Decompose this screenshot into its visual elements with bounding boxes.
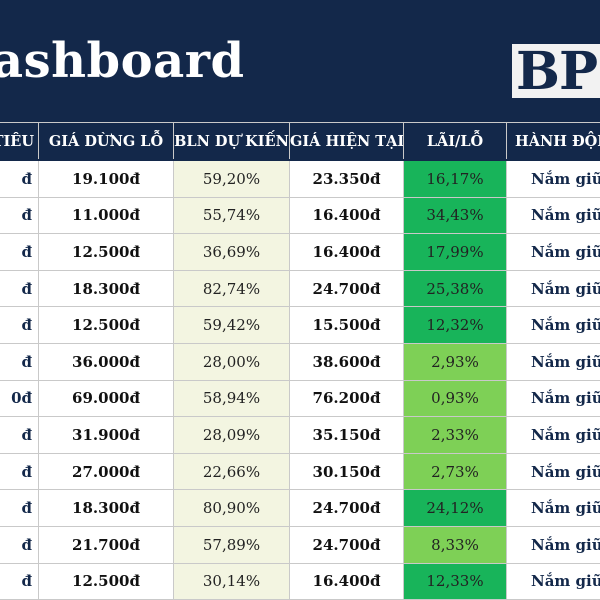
cell-action: Nắm giữ	[506, 342, 600, 381]
table-row: đ 12.500đ 30,14% 16.400đ 12,33% Nắm giữ	[0, 562, 600, 600]
table-row: đ 21.700đ 57,89% 24.700đ 8,33% Nắm giữ	[0, 525, 600, 564]
cell-stop-loss: 18.300đ	[38, 489, 174, 527]
cell-stop-loss: 12.500đ	[38, 233, 174, 271]
cell-profit-loss: 12,33%	[403, 562, 507, 600]
cell-stop-loss: 21.700đ	[38, 525, 174, 564]
cell-target-price: 0đ	[0, 379, 39, 418]
cell-expected-profit: 59,20%	[173, 158, 290, 198]
cell-stop-loss: 11.000đ	[38, 196, 174, 235]
cell-target-price: đ	[0, 562, 39, 600]
cell-profit-loss: 16,17%	[403, 158, 507, 198]
cell-current-price: 35.150đ	[289, 416, 404, 454]
dashboard-header: ashboard BP	[0, 0, 600, 122]
cell-target-price: đ	[0, 452, 39, 491]
cell-profit-loss: 2,33%	[403, 416, 507, 454]
cell-expected-profit: 36,69%	[173, 233, 290, 271]
cell-current-price: 24.700đ	[289, 269, 404, 308]
cell-expected-profit: 55,74%	[173, 196, 290, 235]
table-row: đ 36.000đ 28,00% 38.600đ 2,93% Nắm giữ	[0, 342, 600, 381]
cell-profit-loss: 12,32%	[403, 306, 507, 344]
cell-expected-profit: 28,09%	[173, 416, 290, 454]
column-header-profit-loss: LÃI/LỖ	[403, 122, 507, 161]
cell-stop-loss: 36.000đ	[38, 342, 174, 381]
cell-target-price: đ	[0, 525, 39, 564]
column-header-stop-loss: GIÁ DỪNG LỖ	[38, 122, 174, 161]
cell-target-price: đ	[0, 233, 39, 271]
cell-stop-loss: 19.100đ	[38, 158, 174, 198]
cell-target-price: đ	[0, 489, 39, 527]
cell-target-price: đ	[0, 196, 39, 235]
table-header-row: TIÊU GIÁ DỪNG LỖ BLN DỰ KIẾN GIÁ HIỆN TẠ…	[0, 122, 600, 161]
cell-current-price: 16.400đ	[289, 196, 404, 235]
holdings-table: TIÊU GIÁ DỪNG LỖ BLN DỰ KIẾN GIÁ HIỆN TẠ…	[0, 122, 600, 600]
cell-action: Nắm giữ	[506, 489, 600, 527]
cell-profit-loss: 2,93%	[403, 342, 507, 381]
cell-profit-loss: 2,73%	[403, 452, 507, 491]
cell-action: Nắm giữ	[506, 452, 600, 491]
cell-target-price: đ	[0, 416, 39, 454]
table-row: đ 19.100đ 59,20% 23.350đ 16,17% Nắm giữ	[0, 158, 600, 198]
table-row: đ 18.300đ 82,74% 24.700đ 25,38% Nắm giữ	[0, 269, 600, 308]
cell-current-price: 24.700đ	[289, 489, 404, 527]
cell-current-price: 30.150đ	[289, 452, 404, 491]
column-header-expected-profit: BLN DỰ KIẾN	[173, 122, 290, 161]
cell-expected-profit: 58,94%	[173, 379, 290, 418]
table-row: đ 31.900đ 28,09% 35.150đ 2,33% Nắm giữ	[0, 416, 600, 454]
cell-action: Nắm giữ	[506, 562, 600, 600]
cell-expected-profit: 59,42%	[173, 306, 290, 344]
column-header-target: TIÊU	[0, 122, 39, 161]
cell-profit-loss: 0,93%	[403, 379, 507, 418]
cell-current-price: 76.200đ	[289, 379, 404, 418]
logo-text: BP	[516, 44, 598, 98]
cell-target-price: đ	[0, 269, 39, 308]
cell-stop-loss: 18.300đ	[38, 269, 174, 308]
cell-action: Nắm giữ	[506, 233, 600, 271]
table-row: đ 11.000đ 55,74% 16.400đ 34,43% Nắm giữ	[0, 196, 600, 235]
cell-expected-profit: 57,89%	[173, 525, 290, 564]
table-body: đ 19.100đ 59,20% 23.350đ 16,17% Nắm giữ đ 11.00…	[0, 158, 600, 600]
cell-current-price: 24.700đ	[289, 525, 404, 564]
cell-expected-profit: 30,14%	[173, 562, 290, 600]
cell-action: Nắm giữ	[506, 416, 600, 454]
cell-stop-loss: 12.500đ	[38, 562, 174, 600]
cell-action: Nắm giữ	[506, 158, 600, 198]
cell-stop-loss: 31.900đ	[38, 416, 174, 454]
cell-expected-profit: 82,74%	[173, 269, 290, 308]
table-row: 0đ 69.000đ 58,94% 76.200đ 0,93% Nắm giữ	[0, 379, 600, 418]
cell-action: Nắm giữ	[506, 525, 600, 564]
table-row: đ 27.000đ 22,66% 30.150đ 2,73% Nắm giữ	[0, 452, 600, 491]
cell-stop-loss: 69.000đ	[38, 379, 174, 418]
cell-profit-loss: 17,99%	[403, 233, 507, 271]
column-header-action: HÀNH ĐỘNG	[506, 122, 600, 161]
cell-expected-profit: 28,00%	[173, 342, 290, 381]
cell-stop-loss: 12.500đ	[38, 306, 174, 344]
table-row: đ 18.300đ 80,90% 24.700đ 24,12% Nắm giữ	[0, 489, 600, 527]
table-row: đ 12.500đ 59,42% 15.500đ 12,32% Nắm giữ	[0, 306, 600, 344]
cell-current-price: 23.350đ	[289, 158, 404, 198]
brand-logo: BP	[512, 44, 600, 98]
cell-stop-loss: 27.000đ	[38, 452, 174, 491]
cell-current-price: 38.600đ	[289, 342, 404, 381]
cell-profit-loss: 8,33%	[403, 525, 507, 564]
cell-action: Nắm giữ	[506, 269, 600, 308]
cell-action: Nắm giữ	[506, 306, 600, 344]
cell-current-price: 16.400đ	[289, 233, 404, 271]
cell-profit-loss: 34,43%	[403, 196, 507, 235]
cell-profit-loss: 25,38%	[403, 269, 507, 308]
cell-target-price: đ	[0, 306, 39, 344]
cell-expected-profit: 80,90%	[173, 489, 290, 527]
page-title: ashboard	[0, 33, 245, 89]
cell-expected-profit: 22,66%	[173, 452, 290, 491]
cell-action: Nắm giữ	[506, 379, 600, 418]
cell-current-price: 15.500đ	[289, 306, 404, 344]
cell-profit-loss: 24,12%	[403, 489, 507, 527]
holdings-table-container: TIÊU GIÁ DỪNG LỖ BLN DỰ KIẾN GIÁ HIỆN TẠ…	[0, 122, 600, 600]
cell-target-price: đ	[0, 342, 39, 381]
cell-current-price: 16.400đ	[289, 562, 404, 600]
cell-action: Nắm giữ	[506, 196, 600, 235]
column-header-current-price: GIÁ HIỆN TẠI	[289, 122, 404, 161]
table-row: đ 12.500đ 36,69% 16.400đ 17,99% Nắm giữ	[0, 233, 600, 271]
cell-target-price: đ	[0, 158, 39, 198]
